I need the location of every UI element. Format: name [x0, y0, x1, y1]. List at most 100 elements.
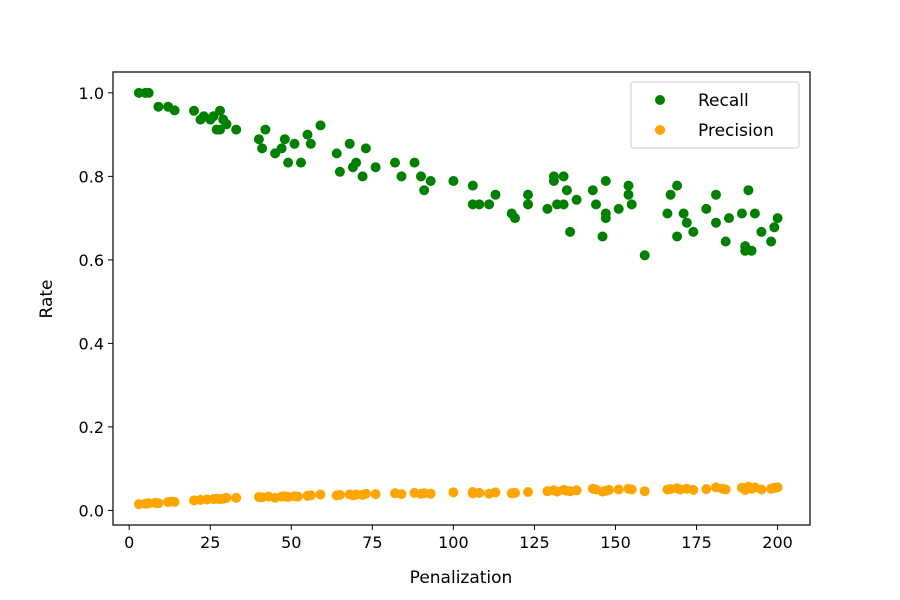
precision-point: [604, 484, 614, 495]
legend-marker-recall: [655, 95, 665, 105]
legend-label-precision: Precision: [698, 121, 774, 141]
precision-point: [523, 487, 533, 497]
x-tick-label: 25: [200, 533, 220, 552]
recall-point: [331, 148, 342, 159]
recall-point: [558, 199, 569, 210]
recall-point: [296, 157, 306, 168]
recall-point: [542, 203, 553, 214]
precision-point: [231, 492, 242, 503]
recall-point: [600, 176, 611, 186]
recall-point: [143, 87, 154, 98]
recall-point: [396, 171, 407, 182]
y-tick-label: 0.6: [79, 251, 104, 270]
precision-point: [370, 489, 381, 500]
precision-point: [396, 489, 407, 500]
y-tick-label: 0.2: [79, 418, 104, 437]
points-layer: [133, 87, 783, 510]
x-axis: 0 25 50 75 100 125 150 175 200: [124, 525, 793, 552]
x-tick-label: 0: [124, 533, 134, 552]
recall-point: [766, 236, 777, 247]
recall-point: [743, 185, 754, 196]
precision-point: [153, 498, 164, 509]
recall-point: [315, 120, 326, 131]
precision-point: [720, 484, 731, 495]
recall-point: [279, 134, 290, 145]
x-tick-label: 125: [519, 533, 550, 552]
x-tick-label: 150: [600, 533, 631, 552]
recall-point: [448, 176, 459, 186]
recall-point: [153, 101, 164, 112]
y-tick-label: 0.8: [79, 167, 104, 186]
recall-point: [591, 199, 601, 210]
precision-point: [425, 488, 436, 499]
recall-point: [672, 180, 683, 191]
recall-point: [597, 231, 608, 242]
recall-point: [756, 226, 767, 237]
recall-point: [623, 189, 634, 200]
legend: Recall Precision: [630, 81, 800, 149]
recall-point: [711, 189, 721, 200]
precision-point: [448, 487, 459, 498]
precision-point: [772, 482, 783, 493]
x-tick-label: 100: [438, 533, 469, 552]
precision-point: [474, 487, 485, 498]
recall-point: [600, 213, 611, 224]
legend-marker-precision: [655, 125, 665, 135]
precision-point: [639, 486, 650, 497]
x-tick-label: 75: [362, 533, 382, 552]
recall-point: [720, 236, 731, 247]
precision-point: [315, 489, 326, 500]
recall-point: [587, 185, 598, 196]
series-precision: [133, 481, 783, 510]
recall-point: [565, 226, 576, 237]
precision-point: [756, 484, 767, 495]
recall-point: [724, 213, 734, 224]
recall-point: [221, 119, 232, 130]
recall-point: [523, 199, 533, 210]
precision-point: [626, 484, 637, 495]
recall-point: [561, 185, 572, 196]
x-axis-label: Penalization: [410, 568, 513, 588]
recall-point: [772, 213, 783, 224]
recall-point: [558, 171, 569, 182]
recall-point: [626, 199, 637, 210]
precision-point: [701, 484, 712, 495]
recall-point: [467, 180, 478, 191]
precision-point: [571, 485, 582, 496]
x-tick-label: 50: [281, 533, 301, 552]
recall-point: [672, 231, 683, 242]
recall-point: [749, 208, 760, 219]
recall-point: [357, 171, 368, 182]
recall-point: [276, 143, 287, 154]
recall-point: [370, 162, 381, 173]
recall-point: [260, 124, 271, 135]
recall-point: [701, 203, 712, 214]
recall-point: [283, 157, 294, 168]
recall-point: [334, 166, 345, 177]
recall-point: [484, 199, 495, 210]
precision-point: [169, 497, 180, 507]
y-axis: 0.0 0.2 0.4 0.6 0.8 1.0: [79, 84, 113, 520]
recall-point: [639, 250, 650, 261]
recall-point: [351, 157, 362, 168]
recall-point: [302, 129, 313, 140]
recall-point: [416, 171, 426, 182]
precision-point: [292, 491, 303, 502]
x-tick-label: 175: [681, 533, 712, 552]
recall-point: [289, 138, 300, 149]
precision-point: [510, 487, 520, 498]
plot-frame: [112, 71, 811, 526]
recall-point: [510, 213, 520, 224]
y-tick-label: 0.0: [79, 501, 104, 520]
recall-point: [769, 222, 780, 233]
recall-point: [257, 143, 268, 154]
precision-point: [360, 488, 371, 499]
x-tick-label: 200: [762, 533, 793, 552]
recall-point: [490, 189, 501, 200]
recall-point: [189, 105, 199, 116]
precision-point: [221, 492, 232, 503]
recall-point: [623, 180, 634, 191]
precision-point: [613, 484, 624, 495]
recall-point: [571, 194, 582, 205]
